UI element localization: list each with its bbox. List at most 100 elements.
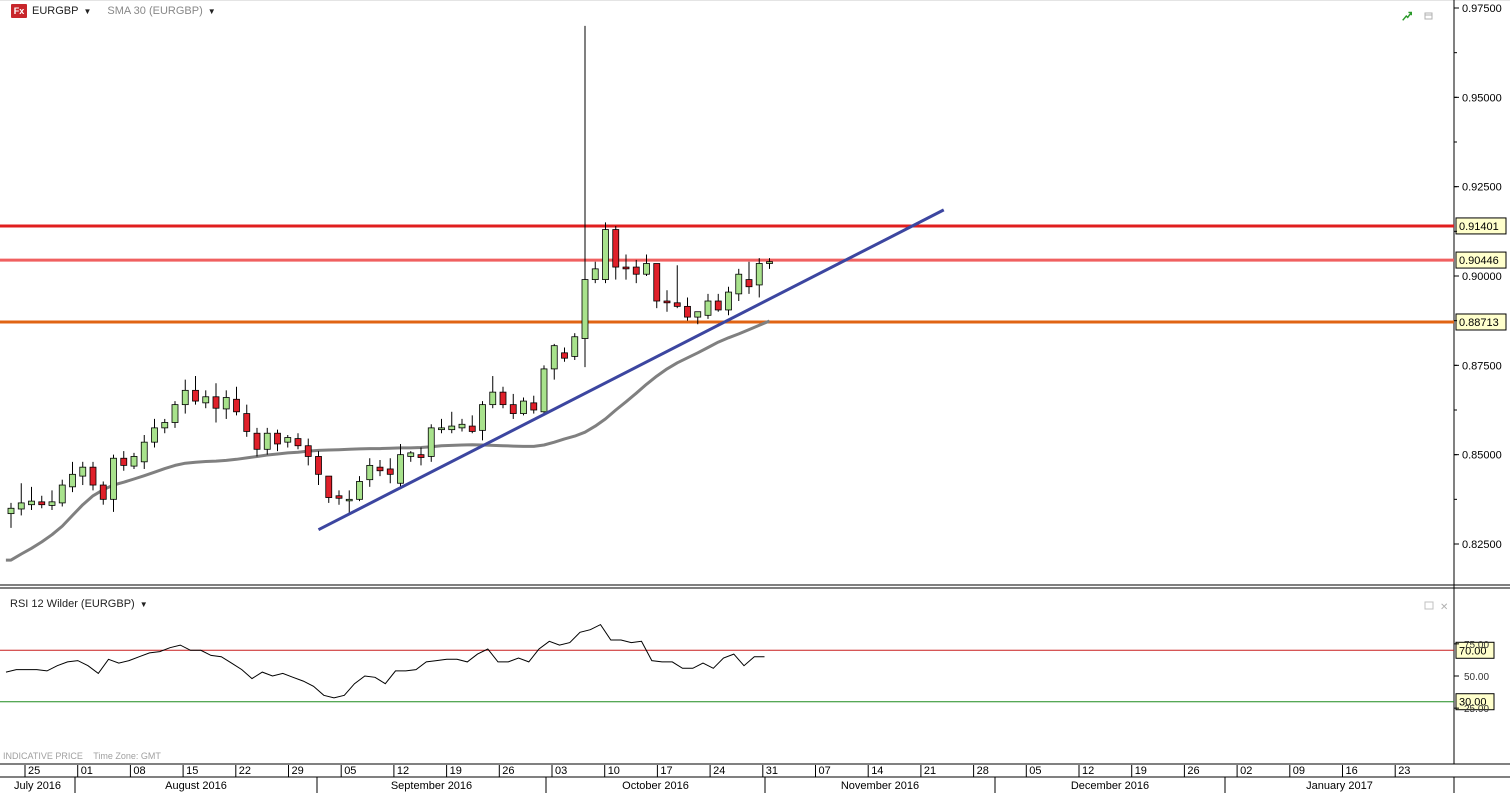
price-tick-label: 0.97500 bbox=[1462, 3, 1502, 15]
symbol-label: EURGBP bbox=[32, 5, 79, 17]
candle-down bbox=[622, 266, 630, 270]
candle-down bbox=[663, 300, 671, 304]
week-label: 05 bbox=[1029, 765, 1041, 777]
week-label: 14 bbox=[871, 765, 883, 777]
price-axis: 0.97500 0.95000 0.92500 0.90000 0.87500 0.850… bbox=[1454, 3, 1502, 551]
chevron-down-icon: ▼ bbox=[83, 7, 92, 16]
indicative-price-label: INDICATIVE PRICE bbox=[3, 751, 83, 761]
close-icon: ✕ bbox=[1440, 602, 1448, 613]
rsi-selector[interactable]: RSI 12 Wilder (EURGBP) ▼ bbox=[10, 598, 148, 610]
candle-up bbox=[407, 452, 415, 457]
month-label: July 2016 bbox=[14, 780, 61, 792]
rsi-level-label: 70.00 bbox=[1459, 645, 1487, 657]
candle-up bbox=[591, 268, 599, 280]
chart-grid bbox=[24, 765, 1396, 777]
candle-up bbox=[766, 261, 773, 264]
week-label: 24 bbox=[713, 765, 725, 777]
price-level-tag bbox=[1455, 313, 1507, 331]
candle-down bbox=[530, 402, 538, 411]
price-tick-label: 0.85000 bbox=[1462, 450, 1502, 462]
candle-up bbox=[171, 404, 179, 423]
week-label: 21 bbox=[924, 765, 936, 777]
week-label: 19 bbox=[450, 765, 462, 777]
restore-icon bbox=[1424, 601, 1434, 610]
week-label: 31 bbox=[766, 765, 778, 777]
candle-down bbox=[325, 475, 333, 498]
week-label: 22 bbox=[239, 765, 251, 777]
indicator-selector[interactable]: SMA 30 (EURGBP) ▼ bbox=[107, 5, 215, 17]
candle-up bbox=[284, 437, 292, 443]
rsi-tick-label: 75.00 bbox=[1464, 640, 1489, 651]
candle-up bbox=[735, 273, 743, 295]
candle-up bbox=[571, 336, 579, 357]
week-label: 09 bbox=[1293, 765, 1305, 777]
month-label: December 2016 bbox=[1071, 780, 1149, 792]
candle-up bbox=[345, 498, 353, 502]
price-tick-label: 0.82500 bbox=[1462, 539, 1502, 551]
price-tick-label: 0.92500 bbox=[1462, 182, 1502, 194]
price-level-tag bbox=[1455, 217, 1507, 235]
indicator-label: SMA 30 (EURGBP) bbox=[107, 5, 203, 17]
candle-down bbox=[233, 398, 240, 413]
candle-up bbox=[140, 441, 148, 463]
trendline-layer[interactable] bbox=[317, 208, 945, 532]
candle-down bbox=[376, 466, 384, 472]
price-tick-label: 0.87500 bbox=[1462, 360, 1502, 372]
chart-toolbar: Fx EURGBP ▼ SMA 30 (EURGBP) ▼ bbox=[0, 0, 216, 22]
week-label: 17 bbox=[660, 765, 672, 777]
candle-up bbox=[161, 422, 169, 429]
symbol-selector[interactable]: EURGBP ▼ bbox=[32, 5, 91, 17]
candle-up bbox=[694, 311, 702, 318]
candle-up bbox=[643, 263, 650, 275]
candle-up bbox=[581, 279, 589, 339]
candle-up bbox=[540, 368, 548, 413]
candle-up bbox=[704, 300, 712, 316]
week-label: 25 bbox=[28, 765, 40, 777]
candle-up bbox=[263, 432, 271, 450]
horizontal-levels[interactable]: 0.91401 0.90446 0.88713 bbox=[0, 217, 1507, 331]
candle-up bbox=[366, 464, 374, 481]
candle-down bbox=[673, 302, 681, 307]
week-label: 15 bbox=[186, 765, 198, 777]
rsi-line bbox=[5, 623, 765, 699]
candle-up bbox=[181, 389, 189, 406]
trend-arrow-icon[interactable] bbox=[1402, 11, 1412, 21]
rsi-level-tag bbox=[1455, 641, 1495, 659]
week-label: 08 bbox=[133, 765, 145, 777]
candle-up bbox=[448, 425, 456, 431]
candle-up bbox=[222, 397, 230, 410]
candle-down bbox=[714, 300, 722, 311]
price-tick-label: 0.95000 bbox=[1462, 92, 1502, 104]
candle-up bbox=[69, 473, 76, 488]
candle-down bbox=[192, 389, 199, 402]
week-label: 26 bbox=[502, 765, 514, 777]
week-label: 07 bbox=[819, 765, 831, 777]
candle-up bbox=[58, 484, 66, 504]
chevron-down-icon: ▼ bbox=[139, 599, 148, 609]
rsi-layer: 70.00 30.00 75.00 50.00 25.00 bbox=[0, 623, 1495, 715]
week-label: 28 bbox=[977, 765, 989, 777]
rsi-tick-label: 50.00 bbox=[1464, 672, 1489, 683]
candle-down bbox=[253, 432, 261, 450]
candle-up bbox=[356, 481, 363, 500]
candle-down bbox=[294, 438, 302, 447]
week-label: 10 bbox=[608, 765, 620, 777]
candle-down bbox=[315, 456, 322, 475]
candle-down bbox=[120, 457, 128, 466]
month-label: January 2017 bbox=[1306, 780, 1373, 792]
candle-up bbox=[602, 229, 609, 280]
candle-down bbox=[99, 484, 107, 500]
candle-down bbox=[561, 352, 568, 359]
candle-up bbox=[438, 427, 445, 431]
candle-up bbox=[755, 263, 763, 286]
candle-down bbox=[304, 445, 312, 457]
candle-up bbox=[489, 391, 497, 406]
price-level-label: 0.90446 bbox=[1459, 255, 1499, 267]
candle-down bbox=[335, 495, 343, 499]
candle-down bbox=[417, 454, 425, 458]
week-label: 29 bbox=[292, 765, 304, 777]
restore-icon[interactable] bbox=[1424, 11, 1434, 21]
week-label: 23 bbox=[1398, 765, 1410, 777]
rsi-level-tag bbox=[1455, 693, 1495, 711]
month-label: October 2016 bbox=[622, 780, 689, 792]
